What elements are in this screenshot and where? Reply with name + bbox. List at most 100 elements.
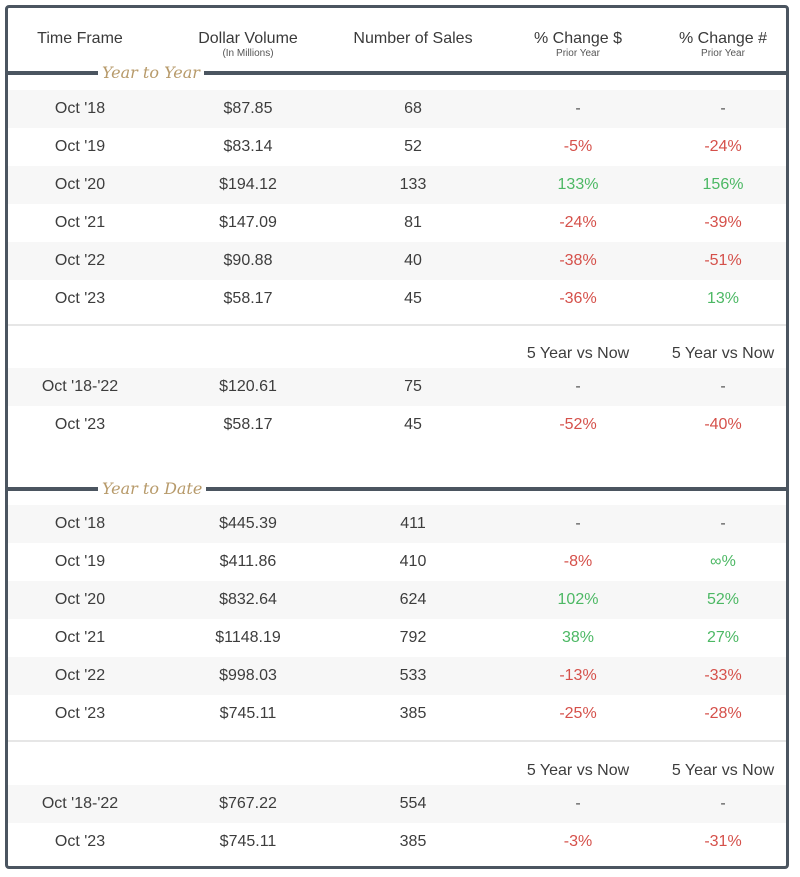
cell-number-of-sales: 554 xyxy=(399,795,427,812)
sales-table: Time Frame Dollar Volume (In Millions) Nu… xyxy=(5,5,789,869)
table-row: Oct '21 $147.09 81 -24% -39% xyxy=(8,204,786,242)
table-row: Oct '21 $1148.19 792 38% 27% xyxy=(8,619,786,657)
cell-pct-change-count: -31% xyxy=(704,833,742,850)
col-header-dollar-volume-label: Dollar Volume xyxy=(198,30,298,47)
cell-period: Oct '22 xyxy=(54,667,106,684)
cell-period: Oct '18-'22 xyxy=(41,795,119,812)
cell-pct-change-dollar: - xyxy=(575,795,581,812)
cell-period: Oct '21 xyxy=(54,629,106,646)
col-header-dollar-volume: Dollar Volume (In Millions) xyxy=(173,30,323,60)
cell-number-of-sales: 52 xyxy=(404,138,422,155)
cell-dollar-volume: $90.88 xyxy=(223,252,273,269)
cell-dollar-volume: $745.11 xyxy=(219,705,277,722)
table-row: Oct '23 $745.11 385 -3% -31% xyxy=(8,823,786,861)
cell-pct-change-dollar: 102% xyxy=(557,591,599,608)
cell-pct-change-count: 52% xyxy=(706,591,740,608)
cell-pct-change-count: 156% xyxy=(702,176,744,193)
cell-period: Oct '23 xyxy=(54,290,106,307)
cell-number-of-sales: 533 xyxy=(399,667,427,684)
cell-number-of-sales: 40 xyxy=(404,252,422,269)
cell-period: Oct '18 xyxy=(54,515,106,532)
cell-pct-change-dollar: 38% xyxy=(561,629,595,646)
cell-pct-change-dollar: -38% xyxy=(559,252,597,269)
table-row: Oct '22 $90.88 40 -38% -51% xyxy=(8,242,786,280)
cell-period: Oct '20 xyxy=(54,176,106,193)
col-header-pct-change-count-label: % Change # xyxy=(678,30,768,47)
year-to-year-compare-heading: 5 Year vs Now 5 Year vs Now xyxy=(8,337,786,371)
compare-heading-dollar: 5 Year vs Now xyxy=(526,345,630,362)
col-header-time-frame: Time Frame xyxy=(20,30,140,48)
cell-pct-change-dollar: - xyxy=(575,100,581,117)
cell-number-of-sales: 75 xyxy=(404,378,422,395)
compare-heading-dollar: 5 Year vs Now xyxy=(526,762,630,779)
cell-dollar-volume: $83.14 xyxy=(223,138,273,155)
cell-period: Oct '19 xyxy=(54,138,106,155)
table-row: Oct '19 $411.86 410 -8% ∞% xyxy=(8,543,786,581)
table-row: Oct '22 $998.03 533 -13% -33% xyxy=(8,657,786,695)
col-header-pct-change-count: % Change # Prior Year xyxy=(658,30,786,60)
cell-dollar-volume: $147.09 xyxy=(219,214,277,231)
table-row: Oct '18-'22 $767.22 554 - - xyxy=(8,785,786,823)
cell-pct-change-count: - xyxy=(720,515,726,532)
cell-pct-change-count: -24% xyxy=(704,138,742,155)
cell-pct-change-dollar: -8% xyxy=(563,553,593,570)
cell-number-of-sales: 411 xyxy=(400,515,426,532)
cell-dollar-volume: $87.85 xyxy=(223,100,273,117)
cell-dollar-volume: $445.39 xyxy=(219,515,277,532)
cell-pct-change-count: -28% xyxy=(704,705,742,722)
section-separator xyxy=(8,324,786,326)
cell-pct-change-dollar: -24% xyxy=(559,214,597,231)
cell-period: Oct '18-'22 xyxy=(41,378,119,395)
cell-dollar-volume: $58.17 xyxy=(223,416,273,433)
cell-number-of-sales: 45 xyxy=(404,290,422,307)
cell-number-of-sales: 792 xyxy=(399,629,427,646)
table-row: Oct '18-'22 $120.61 75 - - xyxy=(8,368,786,406)
table-header: Time Frame Dollar Volume (In Millions) Nu… xyxy=(8,8,786,72)
section-separator xyxy=(8,740,786,742)
cell-number-of-sales: 133 xyxy=(399,176,427,193)
cell-number-of-sales: 624 xyxy=(399,591,427,608)
cell-number-of-sales: 385 xyxy=(399,833,427,850)
cell-period: Oct '22 xyxy=(54,252,106,269)
cell-dollar-volume: $767.22 xyxy=(219,795,277,812)
cell-dollar-volume: $1148.19 xyxy=(215,629,281,646)
cell-number-of-sales: 45 xyxy=(404,416,422,433)
table-row: Oct '23 $58.17 45 -52% -40% xyxy=(8,406,786,444)
table-row: Oct '23 $745.11 385 -25% -28% xyxy=(8,695,786,733)
cell-dollar-volume: $832.64 xyxy=(219,591,277,608)
cell-period: Oct '18 xyxy=(54,100,106,117)
cell-pct-change-count: - xyxy=(720,795,726,812)
section-label-year-to-year: Year to Year xyxy=(98,64,204,82)
cell-pct-change-dollar: - xyxy=(575,515,581,532)
col-header-pct-change-count-sub: Prior Year xyxy=(701,48,745,59)
cell-period: Oct '23 xyxy=(54,416,106,433)
cell-number-of-sales: 81 xyxy=(404,214,422,231)
col-header-dollar-volume-sub: (In Millions) xyxy=(222,48,274,59)
table-row: Oct '23 $58.17 45 -36% 13% xyxy=(8,280,786,318)
cell-period: Oct '20 xyxy=(54,591,106,608)
cell-number-of-sales: 385 xyxy=(399,705,427,722)
col-header-pct-change-dollar-label: % Change $ xyxy=(533,30,623,47)
cell-dollar-volume: $194.12 xyxy=(219,176,277,193)
table-row: Oct '20 $194.12 133 133% 156% xyxy=(8,166,786,204)
cell-period: Oct '23 xyxy=(54,705,106,722)
table-row: Oct '20 $832.64 624 102% 52% xyxy=(8,581,786,619)
cell-pct-change-dollar: -5% xyxy=(563,138,593,155)
cell-pct-change-dollar: -25% xyxy=(559,705,597,722)
cell-dollar-volume: $745.11 xyxy=(219,833,277,850)
cell-pct-change-count: -40% xyxy=(704,416,742,433)
cell-pct-change-dollar: -36% xyxy=(559,290,597,307)
cell-pct-change-count: ∞% xyxy=(710,553,736,570)
cell-dollar-volume: $58.17 xyxy=(223,290,273,307)
cell-dollar-volume: $998.03 xyxy=(219,667,277,684)
table-row: Oct '18 $87.85 68 - - xyxy=(8,90,786,128)
cell-dollar-volume: $120.61 xyxy=(219,378,277,395)
section-divider-year-to-year xyxy=(8,71,786,75)
table-row: Oct '19 $83.14 52 -5% -24% xyxy=(8,128,786,166)
cell-period: Oct '23 xyxy=(54,833,106,850)
cell-pct-change-count: -51% xyxy=(704,252,742,269)
col-header-pct-change-dollar: % Change $ Prior Year xyxy=(513,30,643,60)
cell-pct-change-count: -39% xyxy=(704,214,742,231)
col-header-pct-change-dollar-sub: Prior Year xyxy=(556,48,600,59)
cell-pct-change-count: -33% xyxy=(704,667,742,684)
